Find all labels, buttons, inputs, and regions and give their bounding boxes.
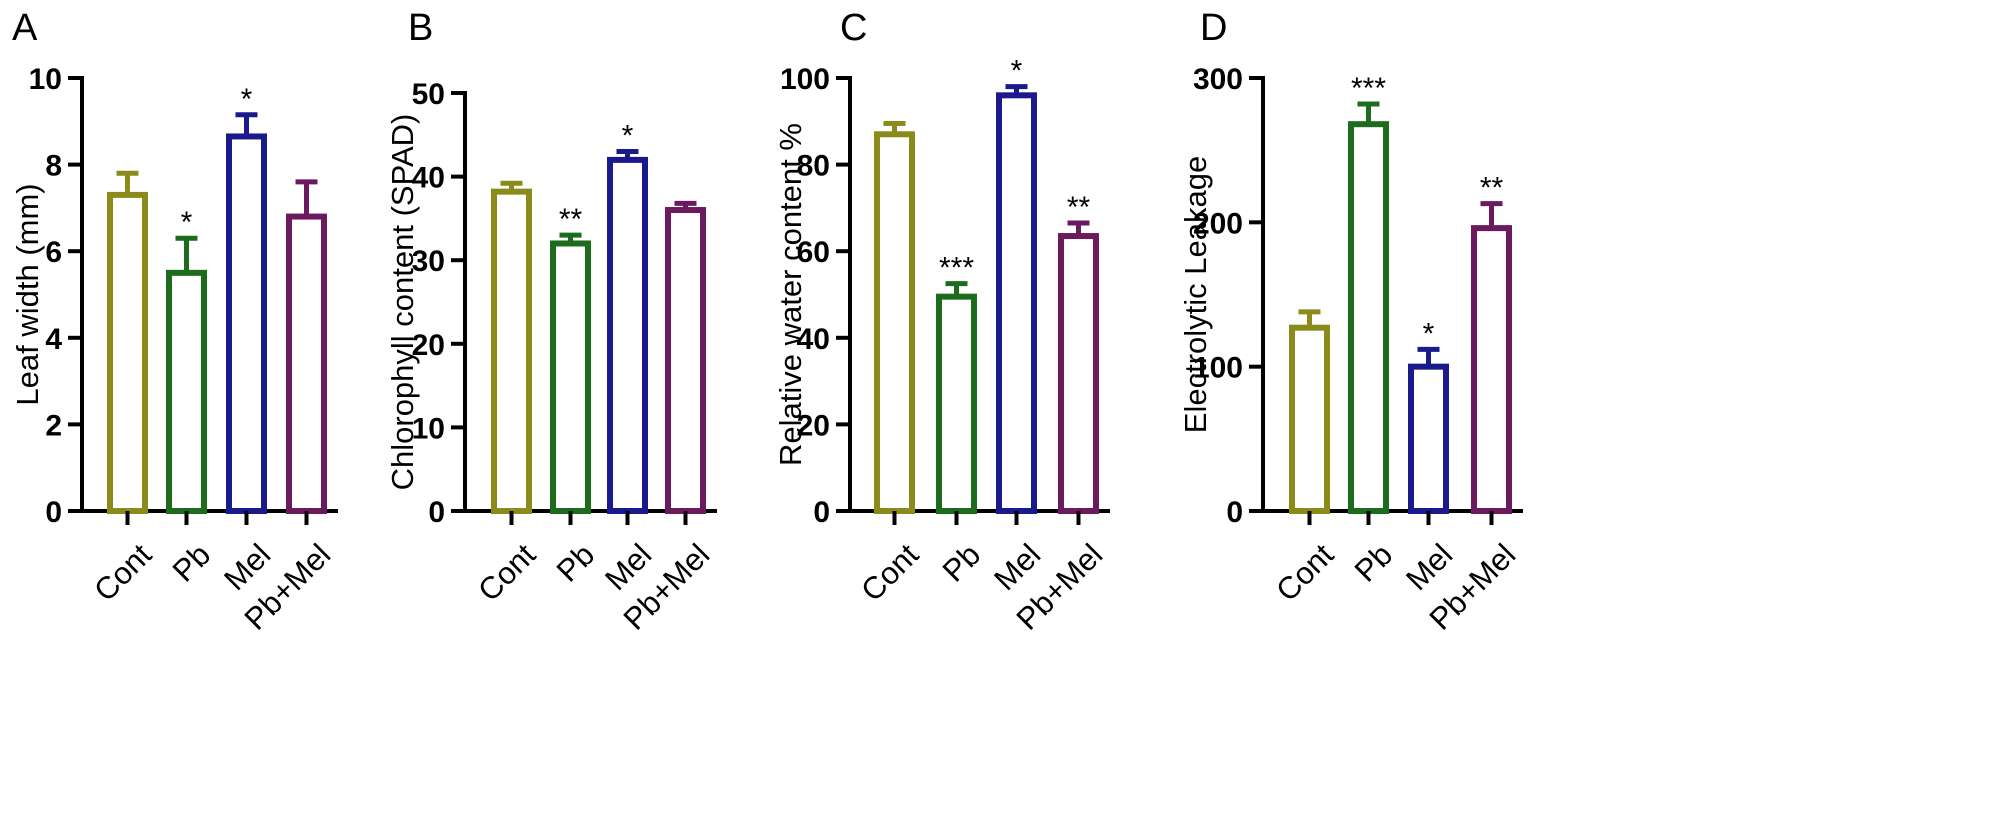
- category-label: Pb: [166, 537, 218, 589]
- y-tick-label: 50: [412, 78, 445, 111]
- bar: [936, 293, 977, 515]
- bar: [665, 207, 706, 514]
- category-label: Cont: [1269, 537, 1340, 608]
- significance-label: **: [559, 203, 583, 236]
- y-tick-label: 2: [45, 409, 62, 442]
- y-tick-label: 0: [45, 496, 62, 529]
- y-tick-label: 20: [797, 409, 830, 442]
- y-axis-label: Electrolytic Leakage: [1178, 156, 1213, 433]
- bar: [550, 240, 591, 514]
- y-tick-label: 200: [1193, 207, 1243, 240]
- y-tick-label: 30: [412, 245, 445, 278]
- significance-label: *: [241, 83, 253, 116]
- panel-c: C 0 20 40 60 80 100 Relative water content % Con…: [773, 7, 1110, 637]
- bar: [166, 269, 207, 514]
- category-label: Cont: [471, 537, 542, 608]
- significance-label: *: [1423, 317, 1435, 350]
- bar: [226, 133, 267, 515]
- panel-letter: D: [1200, 7, 1227, 49]
- significance-label: *: [622, 120, 634, 153]
- y-axis-label: Leaf width (mm): [10, 183, 45, 405]
- y-tick-label: 100: [1193, 352, 1243, 385]
- bar: [1471, 225, 1512, 515]
- bar: [1058, 233, 1099, 514]
- y-tick-label: 4: [45, 323, 62, 356]
- bar: [491, 188, 532, 514]
- y-tick-label: 20: [412, 329, 445, 362]
- y-tick-label: 60: [797, 236, 830, 269]
- significance-label: ***: [939, 252, 974, 285]
- significance-label: *: [181, 206, 193, 239]
- panel-letter: A: [12, 7, 38, 49]
- y-axis-label: Relative water content %: [773, 123, 808, 466]
- y-tick-label: 8: [45, 150, 62, 183]
- y-tick-label: 10: [29, 63, 62, 96]
- bar: [107, 191, 148, 514]
- bar: [1408, 363, 1449, 514]
- y-axis-label: Chlorophyll content (SPAD): [385, 114, 420, 491]
- y-tick-label: 40: [797, 323, 830, 356]
- y-tick-label: 40: [412, 162, 445, 195]
- significance-label: *: [1011, 55, 1023, 88]
- category-label: Pb: [1348, 537, 1400, 589]
- y-tick-label: 300: [1193, 63, 1243, 96]
- significance-label: **: [1067, 191, 1091, 224]
- panel-letter: C: [840, 7, 867, 49]
- bar: [286, 213, 327, 514]
- category-label: Pb: [936, 537, 988, 589]
- significance-label: ***: [1351, 72, 1386, 105]
- bar: [1348, 121, 1389, 514]
- y-tick-label: 0: [813, 496, 830, 529]
- bar: [607, 156, 648, 514]
- y-tick-label: 80: [797, 150, 830, 183]
- category-label: Pb: [550, 537, 602, 589]
- bar: [996, 92, 1037, 514]
- y-tick-label: 6: [45, 236, 62, 269]
- panel-letter: B: [408, 7, 433, 49]
- category-label: Cont: [854, 537, 925, 608]
- y-tick-label: 0: [1226, 496, 1243, 529]
- y-tick-label: 100: [780, 63, 830, 96]
- y-tick-label: 0: [428, 496, 445, 529]
- significance-label: **: [1480, 172, 1504, 205]
- bar: [874, 131, 915, 514]
- bar: [1289, 324, 1330, 514]
- y-tick-label: 10: [412, 412, 445, 445]
- category-label: Cont: [87, 537, 158, 608]
